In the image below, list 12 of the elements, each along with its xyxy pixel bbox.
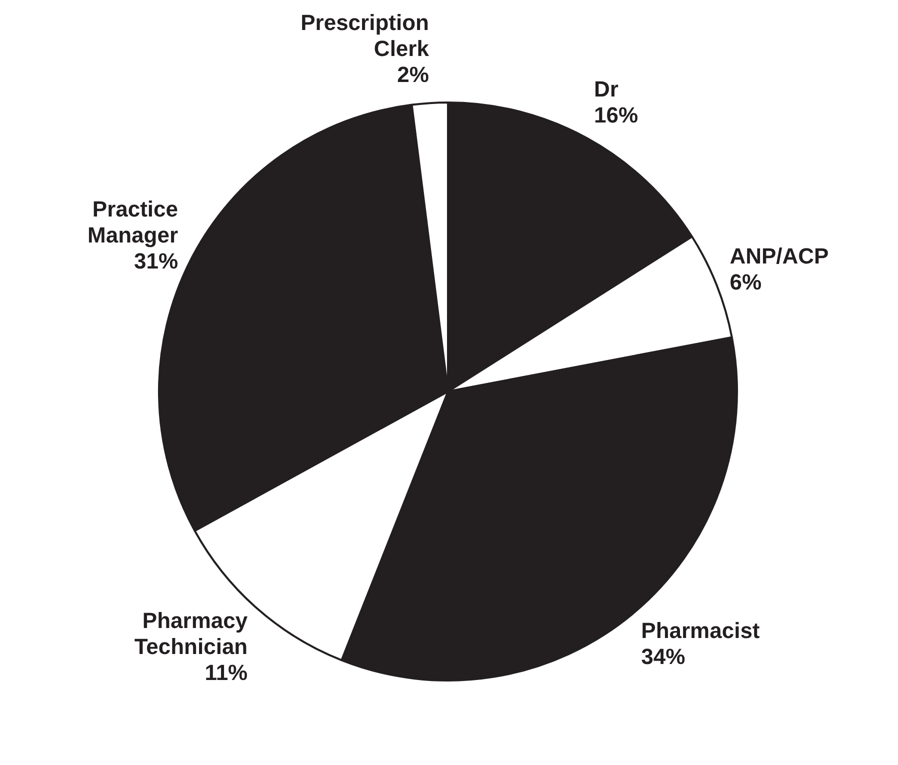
data-label: 34% [641,644,686,670]
slice-label: Dr [594,76,619,102]
data-label: 2% [397,62,429,88]
slice-label: Practice Manager [88,196,178,248]
data-label: 11% [204,660,248,686]
data-label: 16% [594,102,638,128]
slice-label: Pharmacist [641,618,760,644]
slice-label: Prescription Clerk [300,10,430,62]
slice-label: ANP/ACP [730,243,829,268]
data-label: 6% [730,269,762,294]
slice-label: Pharmacy Technician [134,608,248,660]
data-label: 31% [134,248,178,274]
